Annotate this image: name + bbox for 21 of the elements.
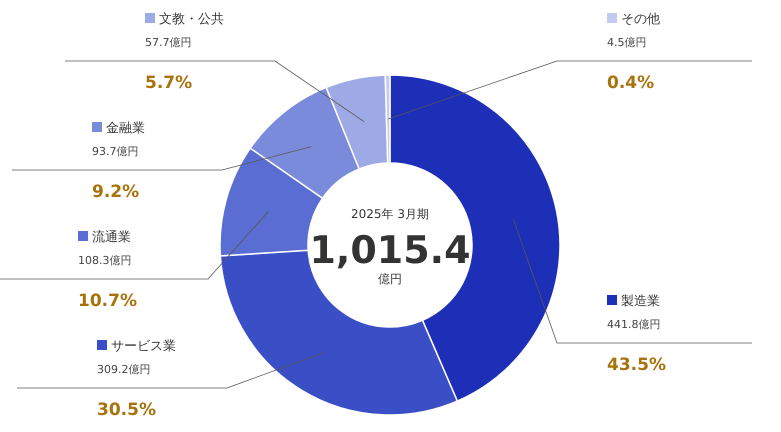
text: 43.5% <box>607 355 666 375</box>
data-label: 93.7億円 <box>92 145 138 158</box>
legend-label: サービス業 <box>111 339 176 354</box>
data-label: 309.2億円 <box>97 363 150 376</box>
legend-label: 製造業 <box>621 294 660 309</box>
legend-label: 流通業 <box>92 229 131 245</box>
data-label: 57.7億円 <box>145 36 192 49</box>
text: 0.4% <box>607 73 654 93</box>
text: 億円 <box>378 272 402 286</box>
text: 2025年 3月期 <box>351 207 429 221</box>
legend-label: 金融業 <box>106 121 145 136</box>
legend-label: 文教・公共 <box>159 12 224 27</box>
text: 30.5% <box>97 400 156 420</box>
text: 10.7% <box>78 291 137 311</box>
legend-label: その他 <box>621 12 660 27</box>
data-label: 108.3億円 <box>78 254 132 267</box>
text: 5.7% <box>145 73 192 93</box>
data-label: 441.8億円 <box>607 318 660 331</box>
data-label: 4.5億円 <box>607 36 646 49</box>
text: 1,015.4 <box>309 228 471 272</box>
text: 9.2% <box>92 182 140 202</box>
